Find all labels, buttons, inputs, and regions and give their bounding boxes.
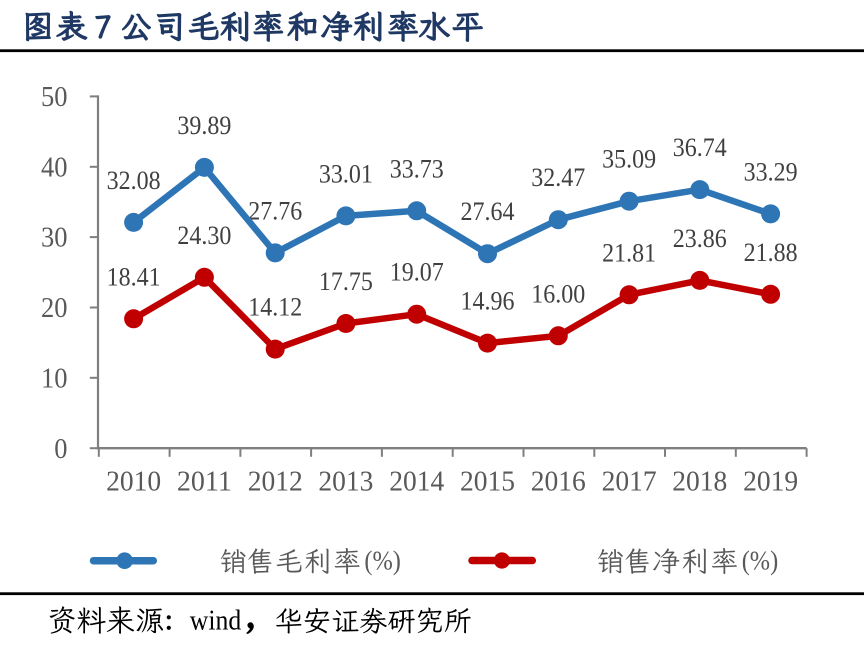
svg-text:40: 40 xyxy=(41,151,68,183)
svg-text:32.08: 32.08 xyxy=(107,166,161,195)
svg-text:(%): (%) xyxy=(742,545,779,575)
svg-text:2011: 2011 xyxy=(177,466,232,498)
svg-text:2010: 2010 xyxy=(106,466,161,498)
svg-text:2013: 2013 xyxy=(318,466,373,498)
svg-text:14.96: 14.96 xyxy=(461,287,515,316)
svg-text:24.30: 24.30 xyxy=(177,221,231,250)
svg-text:21.88: 21.88 xyxy=(744,238,798,267)
svg-text:33.73: 33.73 xyxy=(390,154,444,183)
svg-text:10: 10 xyxy=(41,362,68,394)
svg-text:14.12: 14.12 xyxy=(248,293,302,322)
svg-text:21.81: 21.81 xyxy=(602,238,656,267)
svg-text:17.75: 17.75 xyxy=(319,267,373,296)
svg-text:36.74: 36.74 xyxy=(673,133,727,162)
svg-text:0: 0 xyxy=(54,433,67,465)
svg-text:2015: 2015 xyxy=(460,466,515,498)
svg-text:27.64: 27.64 xyxy=(461,197,515,226)
svg-text:(%): (%) xyxy=(364,545,401,575)
svg-text:19.07: 19.07 xyxy=(390,258,444,287)
svg-text:27.76: 27.76 xyxy=(248,196,302,225)
svg-text:wind: wind xyxy=(190,606,241,637)
svg-text:50: 50 xyxy=(41,81,68,113)
svg-text:2018: 2018 xyxy=(672,466,727,498)
svg-text:30: 30 xyxy=(41,222,68,254)
svg-text:2012: 2012 xyxy=(248,466,303,498)
svg-text:2016: 2016 xyxy=(531,466,586,498)
svg-text:2014: 2014 xyxy=(389,466,444,498)
svg-text:2017: 2017 xyxy=(602,466,657,498)
svg-text:33.01: 33.01 xyxy=(319,159,373,188)
svg-text:33.29: 33.29 xyxy=(744,157,798,186)
svg-text:2019: 2019 xyxy=(743,466,798,498)
svg-text:23.86: 23.86 xyxy=(673,224,727,253)
svg-text:32.47: 32.47 xyxy=(531,163,585,192)
svg-text:35.09: 35.09 xyxy=(602,145,656,174)
svg-text:18.41: 18.41 xyxy=(107,262,161,291)
svg-text:16.00: 16.00 xyxy=(531,279,585,308)
svg-text:39.89: 39.89 xyxy=(177,111,231,140)
svg-text:20: 20 xyxy=(41,292,68,324)
